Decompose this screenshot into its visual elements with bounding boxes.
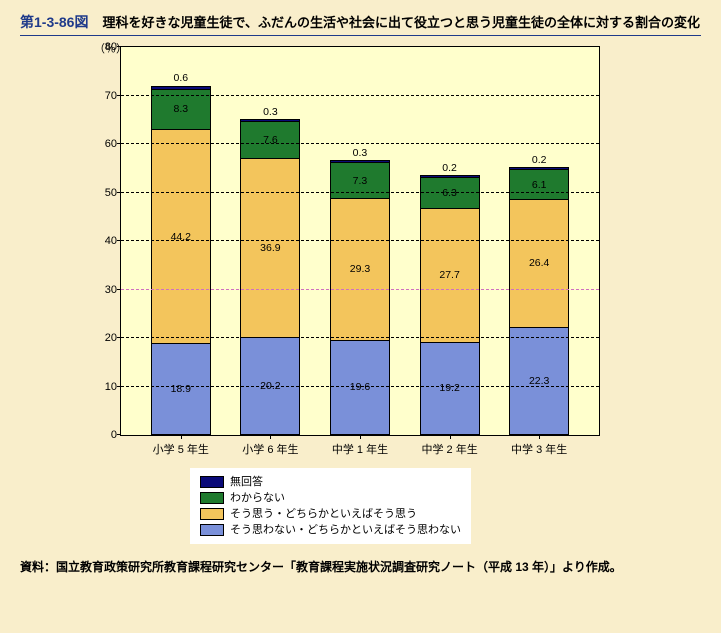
bar-segment-mukaito xyxy=(330,160,390,162)
gridline xyxy=(121,289,599,290)
legend-item: そう思わない・どちらかといえばそう思わない xyxy=(200,522,461,538)
bar-segment-mukaito xyxy=(509,167,569,169)
bar-top-value: 0.2 xyxy=(509,154,569,166)
bar: 20.236.97.60.3小学 6 年生 xyxy=(240,119,300,435)
bar-segment-label: 27.7 xyxy=(439,269,459,281)
legend-swatch xyxy=(200,524,224,536)
bar-top-value: 0.6 xyxy=(151,72,211,84)
bar-segment-mukaito xyxy=(240,119,300,121)
legend-label: わからない xyxy=(230,490,285,506)
bar: 19.629.37.30.3中学 1 年生 xyxy=(330,160,390,435)
bar-segment-so_omou: 27.7 xyxy=(420,208,480,342)
y-tick-mark xyxy=(117,337,121,338)
bar-segment-wakaranai: 6.1 xyxy=(509,169,569,199)
bar-segment-label: 29.3 xyxy=(350,263,370,275)
bar-segment-so_omou: 44.2 xyxy=(151,129,211,343)
x-category-label: 小学 6 年生 xyxy=(242,441,298,457)
y-tick-label: 30 xyxy=(91,284,117,296)
y-tick-label: 0 xyxy=(91,429,117,441)
y-tick-mark xyxy=(117,289,121,290)
y-tick-mark xyxy=(117,95,121,96)
bar-segment-so_omowanai: 18.9 xyxy=(151,343,211,435)
bar-segment-label: 6.1 xyxy=(532,179,547,191)
legend-swatch xyxy=(200,492,224,504)
bar: 19.227.76.30.2中学 2 年生 xyxy=(420,175,480,435)
bar-segment-so_omou: 29.3 xyxy=(330,198,390,340)
y-tick-label: 70 xyxy=(91,90,117,102)
page: 第1-3-86図 理科を好きな児童生徒で、ふだんの生活や社会に出て役立つと思う児… xyxy=(0,0,721,633)
bar-segment-wakaranai: 7.6 xyxy=(240,121,300,158)
bar-segment-so_omou: 36.9 xyxy=(240,158,300,337)
bar-segment-so_omou: 26.4 xyxy=(509,199,569,327)
legend-label: そう思う・どちらかといえばそう思う xyxy=(230,506,417,522)
legend-item: 無回答 xyxy=(200,474,461,490)
x-tick-mark xyxy=(181,435,182,439)
chart: （％） 18.944.28.30.6小学 5 年生20.236.97.60.3小… xyxy=(120,46,701,544)
x-tick-mark xyxy=(270,435,271,439)
bar-segment-label: 19.2 xyxy=(439,382,459,394)
bar-top-value: 0.3 xyxy=(330,147,390,159)
gridline xyxy=(121,386,599,387)
y-tick-label: 40 xyxy=(91,235,117,247)
x-tick-mark xyxy=(539,435,540,439)
y-tick-label: 50 xyxy=(91,187,117,199)
x-category-label: 小学 5 年生 xyxy=(153,441,209,457)
legend-item: そう思う・どちらかといえばそう思う xyxy=(200,506,461,522)
y-tick-label: 60 xyxy=(91,138,117,150)
bar: 22.326.46.10.2中学 3 年生 xyxy=(509,167,569,435)
y-tick-label: 80 xyxy=(91,41,117,53)
bar-segment-label: 7.3 xyxy=(353,175,368,187)
legend-swatch xyxy=(200,508,224,520)
gridline xyxy=(121,95,599,96)
plot-area: 18.944.28.30.6小学 5 年生20.236.97.60.3小学 6 … xyxy=(120,46,600,436)
x-category-label: 中学 3 年生 xyxy=(511,441,567,457)
source-note: 資料：国立教育政策研究所教育課程研究センター「教育課程実施状況調査研究ノート（平… xyxy=(20,558,701,575)
gridline xyxy=(121,240,599,241)
legend-item: わからない xyxy=(200,490,461,506)
x-category-label: 中学 1 年生 xyxy=(332,441,388,457)
bar-segment-so_omowanai: 22.3 xyxy=(509,327,569,435)
figure-title: 理科を好きな児童生徒で、ふだんの生活や社会に出て役立つと思う児童生徒の全体に対す… xyxy=(102,12,699,31)
bar-top-value: 0.3 xyxy=(240,106,300,118)
bar-top-value: 0.2 xyxy=(420,162,480,174)
bar-segment-so_omowanai: 19.2 xyxy=(420,342,480,435)
bar-segment-label: 36.9 xyxy=(260,242,280,254)
y-tick-mark xyxy=(117,46,121,47)
x-tick-mark xyxy=(360,435,361,439)
legend-label: そう思わない・どちらかといえばそう思わない xyxy=(230,522,461,538)
gridline xyxy=(121,143,599,144)
bar-segment-label: 6.3 xyxy=(442,187,457,199)
title-row: 第1-3-86図 理科を好きな児童生徒で、ふだんの生活や社会に出て役立つと思う児… xyxy=(20,12,701,36)
bar-segment-label: 8.3 xyxy=(173,103,188,115)
x-category-label: 中学 2 年生 xyxy=(421,441,477,457)
legend-swatch xyxy=(200,476,224,488)
bar-segment-label: 7.6 xyxy=(263,134,278,146)
y-tick-mark xyxy=(117,192,121,193)
legend: 無回答わからないそう思う・どちらかといえばそう思うそう思わない・どちらかといえば… xyxy=(190,468,471,544)
gridline xyxy=(121,337,599,338)
legend-label: 無回答 xyxy=(230,474,263,490)
bars-container: 18.944.28.30.6小学 5 年生20.236.97.60.3小学 6 … xyxy=(121,47,599,435)
y-tick-mark xyxy=(117,434,121,435)
y-tick-mark xyxy=(117,386,121,387)
y-tick-mark xyxy=(117,240,121,241)
figure-number: 第1-3-86図 xyxy=(20,12,88,32)
gridline xyxy=(121,192,599,193)
x-tick-mark xyxy=(450,435,451,439)
bar-segment-so_omowanai: 19.6 xyxy=(330,340,390,435)
y-tick-label: 20 xyxy=(91,332,117,344)
y-tick-mark xyxy=(117,143,121,144)
bar-segment-mukaito xyxy=(151,86,211,89)
bar-segment-label: 26.4 xyxy=(529,257,549,269)
bar-segment-label: 19.6 xyxy=(350,381,370,393)
bar: 18.944.28.30.6小学 5 年生 xyxy=(151,86,211,435)
bar-segment-mukaito xyxy=(420,175,480,177)
y-tick-label: 10 xyxy=(91,381,117,393)
bar-segment-wakaranai: 7.3 xyxy=(330,162,390,197)
